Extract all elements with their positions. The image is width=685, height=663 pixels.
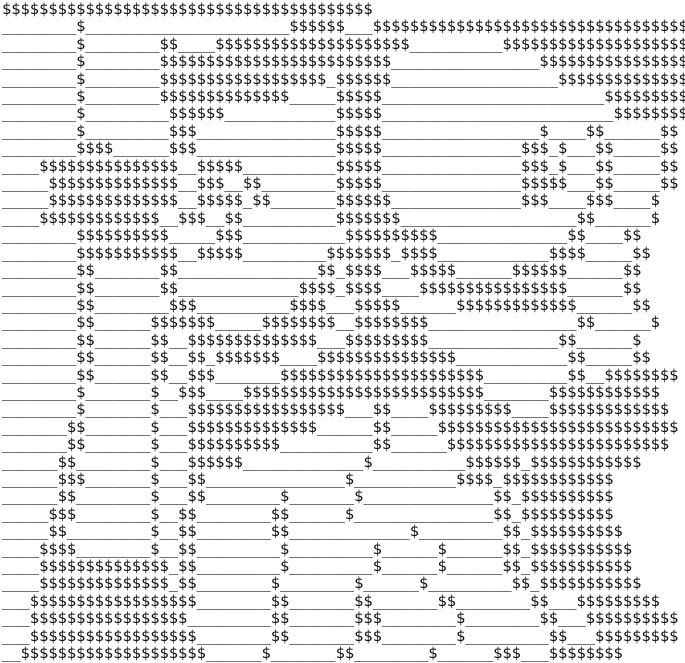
ascii-art-page: $$$$$$$$$$$$$$$$$$$$$$$$$$$$$$$$$$$$$$$$… — [0, 0, 685, 663]
dollar-sign-ascii-art: $$$$$$$$$$$$$$$$$$$$$$$$$$$$$$$$$$$$$$$$… — [2, 0, 685, 663]
